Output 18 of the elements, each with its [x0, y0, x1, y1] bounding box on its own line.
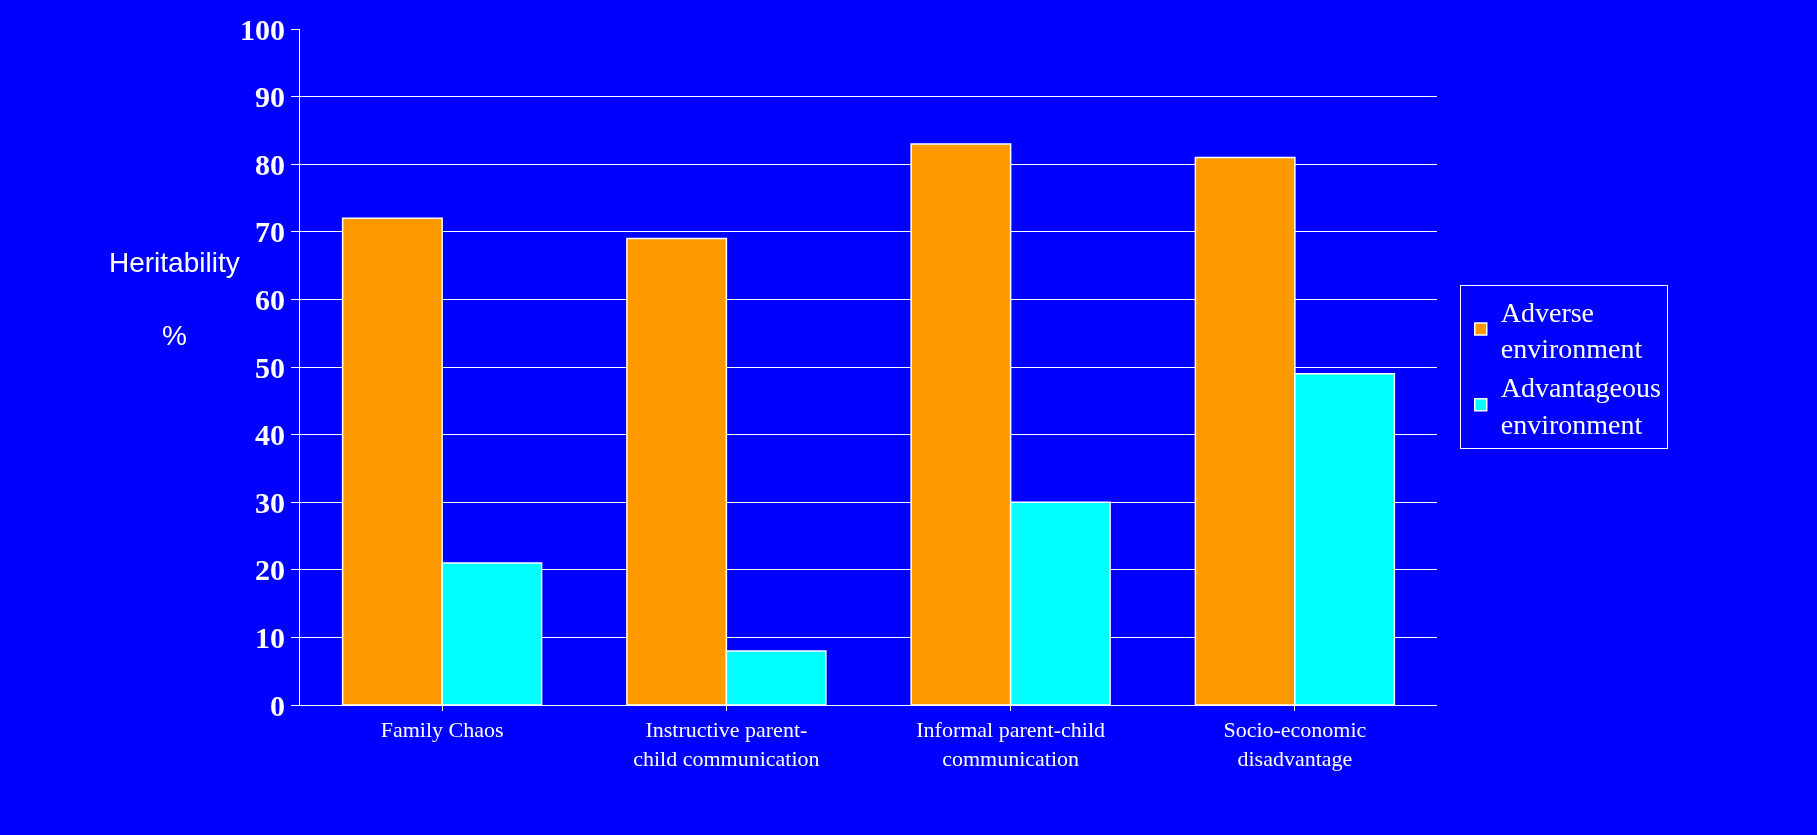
y-tick-label: 30	[255, 485, 285, 519]
y-tick-label: 40	[255, 418, 285, 452]
y-tick-label: 50	[255, 350, 285, 384]
y-tick-label: 60	[255, 282, 285, 316]
x-tick-label: Family Chaos	[380, 717, 504, 743]
y-tick-label: 20	[255, 553, 285, 587]
x-tick-label: Socio-economic disadvantage	[1223, 717, 1367, 771]
y-tick-label: 70	[255, 215, 285, 249]
text: Heritability %	[109, 247, 240, 351]
y-tick-label: 10	[255, 620, 285, 654]
legend-label: Advantageous environment	[1500, 372, 1661, 440]
y-tick-label: 80	[255, 147, 285, 181]
x-tick-label: Instructive parent-child communication	[633, 717, 820, 771]
y-tick-label: 100	[240, 12, 285, 46]
legend-label: Adverse environment	[1500, 296, 1643, 365]
x-tick-label: Informal parent-child communication	[916, 717, 1106, 771]
y-tick-label: 0	[270, 688, 285, 722]
y-tick-label: 90	[255, 80, 285, 114]
